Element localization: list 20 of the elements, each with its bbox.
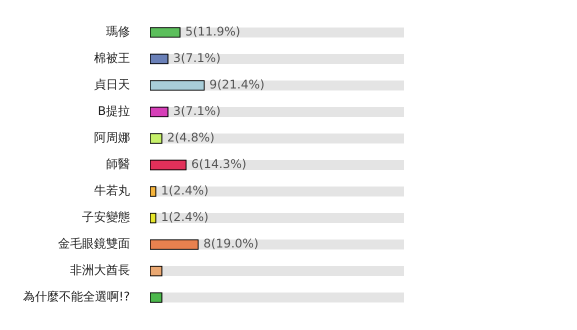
y-tick-label: 瑪修 — [106, 24, 130, 39]
data-label: 3(7.1%) — [173, 104, 221, 118]
y-tick-label: 牛若丸 — [94, 184, 130, 198]
data-label: 8(19.0%) — [203, 236, 259, 251]
y-tick-label: 棉被王 — [94, 51, 130, 66]
data-label: 1(2.4%) — [161, 210, 209, 224]
data-label: 5(11.9%) — [185, 24, 240, 39]
y-tick-label: 阿周娜 — [94, 130, 130, 145]
y-tick-label: 師醫 — [106, 157, 130, 172]
y-tick-label: 金毛眼鏡雙面 — [58, 236, 130, 251]
data-label: 9(21.4%) — [209, 78, 265, 92]
y-tick-label: 為什麼不能全選啊!? — [22, 290, 130, 304]
y-tick-label: B提拉 — [98, 104, 130, 118]
y-tick-label: 非洲大酋長 — [70, 263, 130, 278]
data-label: 6(14.3%) — [191, 157, 246, 172]
y-tick-label: 子安變態 — [82, 210, 130, 224]
data-label: 3(7.1%) — [173, 51, 221, 66]
data-label: 2(4.8%) — [167, 130, 215, 145]
y-tick-label: 貞日天 — [94, 78, 130, 92]
data-label: 1(2.4%) — [161, 184, 209, 198]
